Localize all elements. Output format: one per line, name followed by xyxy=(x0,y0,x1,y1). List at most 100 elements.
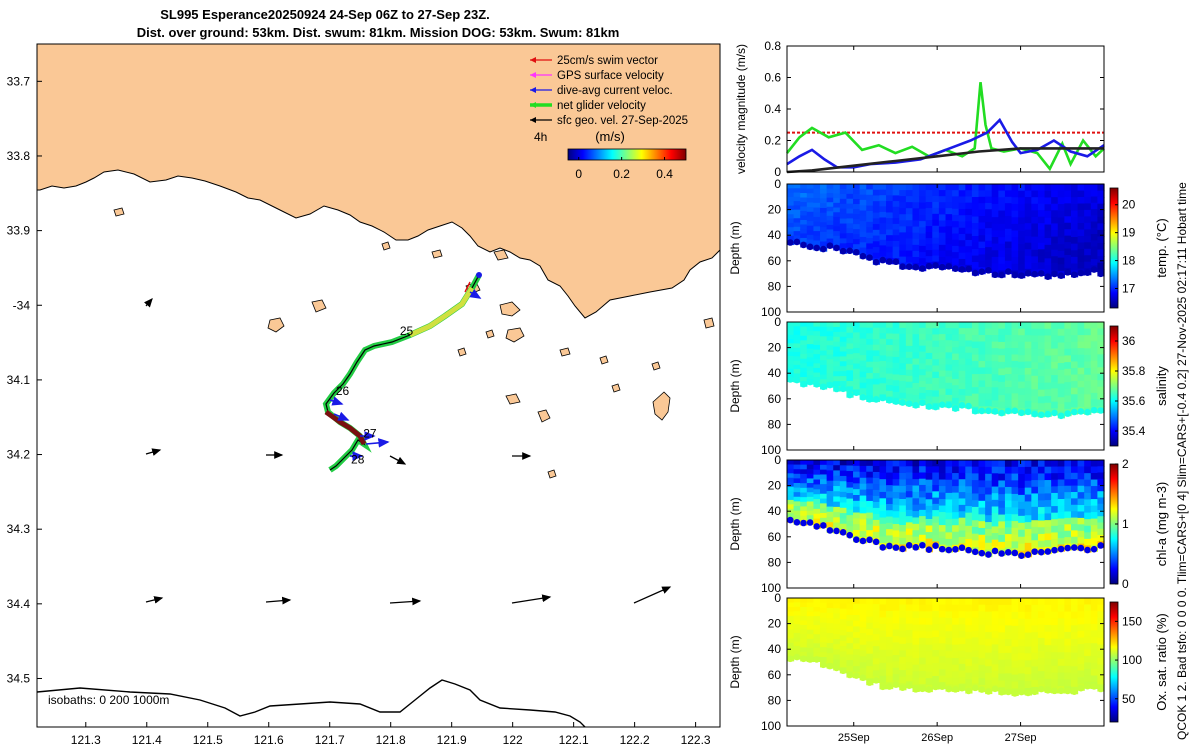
heatmap-cell xyxy=(945,506,953,514)
heatmap-cell xyxy=(1070,466,1079,474)
heatmap-cell xyxy=(787,214,795,220)
heatmap-cell xyxy=(925,499,933,507)
heatmap-cell xyxy=(793,487,801,493)
heatmap-cell xyxy=(952,347,960,355)
heatmap-cell xyxy=(853,384,861,391)
heatmap-cell xyxy=(1057,531,1065,539)
heatmap-cell xyxy=(925,532,933,540)
map-lat-tick-label: 33.9 xyxy=(7,224,31,238)
heatmap-cell xyxy=(919,677,927,685)
heatmap-cell xyxy=(872,460,881,467)
heatmap-cell xyxy=(991,637,999,645)
heatmap-cell xyxy=(859,598,867,605)
heatmap-cell xyxy=(826,373,834,379)
heatmap-cell xyxy=(899,226,907,233)
heatmap-cell xyxy=(813,231,821,237)
heatmap-cell xyxy=(905,244,914,252)
heatmap-cell xyxy=(1031,533,1039,541)
heatmap-cell xyxy=(866,227,874,234)
heatmap-cell xyxy=(965,604,973,613)
heatmap-cell xyxy=(1097,328,1105,336)
heatmap-cell xyxy=(905,381,914,389)
heatmap-cell xyxy=(1024,501,1032,509)
heatmap-cell xyxy=(1004,666,1013,674)
heatmap-cell xyxy=(899,511,907,520)
heatmap-cell xyxy=(806,326,815,332)
scatter-bottom-point xyxy=(899,263,906,271)
heatmap-cell xyxy=(793,510,801,516)
heatmap-cell xyxy=(1051,625,1059,633)
heatmap-cell xyxy=(1084,662,1092,670)
heatmap-cell xyxy=(1037,598,1046,606)
heatmap-cell xyxy=(919,381,927,388)
heatmap-cell xyxy=(879,184,887,191)
scatter-bottom-point xyxy=(826,527,834,534)
heatmap-cell xyxy=(965,233,973,241)
heatmap-cell xyxy=(846,338,854,345)
heatmap-cell xyxy=(787,218,795,224)
heatmap-cell xyxy=(1044,624,1052,633)
heatmap-cell xyxy=(1031,335,1039,343)
heatmap-cell xyxy=(1011,367,1019,375)
heatmap-cell xyxy=(1057,204,1065,212)
heatmap-cell xyxy=(826,603,834,609)
heatmap-cell xyxy=(886,485,894,493)
heatmap-cell xyxy=(952,611,960,619)
heatmap-cell xyxy=(978,618,986,626)
heatmap-cell xyxy=(1070,335,1079,343)
heatmap-cell xyxy=(925,334,933,342)
heatmap-cell xyxy=(998,210,1006,218)
heatmap-cell xyxy=(978,658,986,666)
heatmap-cell xyxy=(839,243,848,249)
heatmap-cell xyxy=(938,662,947,670)
scatter-bottom-point xyxy=(859,674,867,682)
heatmap-cell xyxy=(925,383,933,391)
heatmap-cell xyxy=(1037,242,1046,250)
heatmap-cell xyxy=(932,371,940,379)
heatmap-cell xyxy=(839,523,848,530)
heatmap-cell xyxy=(1004,322,1013,330)
heatmap-cell xyxy=(886,472,894,480)
heatmap-cell xyxy=(905,351,914,359)
heatmap-cell xyxy=(806,207,815,213)
heatmap-cell xyxy=(905,196,914,203)
heatmap-cell xyxy=(1070,666,1079,674)
heatmap-cell xyxy=(912,651,920,659)
heatmap-cell xyxy=(978,671,986,679)
heatmap-cell xyxy=(886,212,894,219)
heatmap-cell xyxy=(846,637,854,644)
heatmap-cell xyxy=(912,678,920,686)
heatmap-cell xyxy=(800,478,808,484)
heatmap-cell xyxy=(1051,466,1059,474)
scatter-bottom-point xyxy=(978,407,986,415)
heatmap-cell xyxy=(991,400,999,408)
heatmap-cell xyxy=(839,470,848,477)
heatmap-cell xyxy=(932,617,940,625)
heatmap-cell xyxy=(813,216,821,223)
heatmap-cell xyxy=(912,395,920,402)
heatmap-cell xyxy=(1004,228,1013,236)
heatmap-cell xyxy=(932,255,940,263)
heatmap-cell xyxy=(1097,210,1105,218)
heatmap-cell xyxy=(958,517,966,525)
heatmap-cell xyxy=(965,532,973,540)
heatmap-cell xyxy=(1064,517,1072,525)
heatmap-cell xyxy=(872,483,881,491)
heatmap-cell xyxy=(846,660,854,667)
heatmap-cell xyxy=(912,485,920,493)
heatmap-cell xyxy=(1011,210,1019,218)
heatmap-cell xyxy=(833,331,841,338)
heatmap-cell xyxy=(813,625,821,631)
heatmap-cell xyxy=(919,637,927,646)
scatter-bottom-point xyxy=(978,268,986,275)
scatter-bottom-point xyxy=(912,686,920,693)
heatmap-cell xyxy=(965,645,973,653)
heatmap-cell xyxy=(978,354,986,362)
heatmap-cell xyxy=(985,673,993,681)
heatmap-cell xyxy=(1011,667,1019,676)
heatmap-cell xyxy=(1031,540,1039,548)
heatmap-cell xyxy=(1064,638,1072,647)
heatmap-cell xyxy=(1090,322,1098,330)
heatmap-cell xyxy=(899,492,907,500)
heatmap-cell xyxy=(1077,472,1085,480)
